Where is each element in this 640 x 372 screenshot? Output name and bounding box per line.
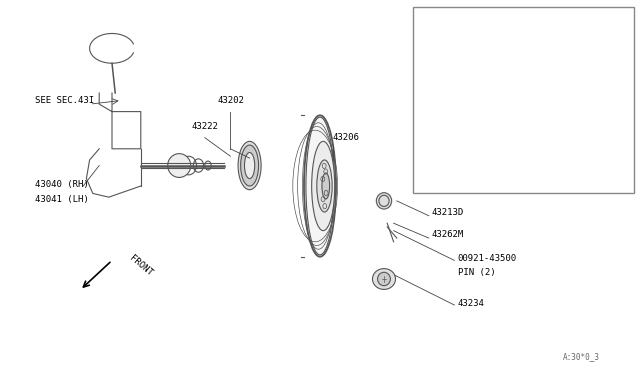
Text: 43207: 43207 [419, 92, 446, 101]
Ellipse shape [312, 141, 335, 231]
Text: 43213D: 43213D [432, 208, 464, 217]
Text: 43040 (RH): 43040 (RH) [35, 180, 89, 189]
Ellipse shape [517, 94, 530, 129]
Text: 43262M: 43262M [432, 230, 464, 239]
Ellipse shape [376, 193, 392, 209]
Bar [413, 7, 634, 193]
Ellipse shape [520, 101, 528, 122]
Text: 43206: 43206 [333, 133, 360, 142]
Ellipse shape [500, 63, 536, 160]
Ellipse shape [372, 269, 396, 289]
Text: 00921-43500: 00921-43500 [458, 254, 516, 263]
Text: A:30*0_3: A:30*0_3 [563, 353, 600, 362]
Text: 43202: 43202 [218, 96, 244, 105]
Ellipse shape [522, 104, 527, 119]
Ellipse shape [506, 69, 536, 154]
Ellipse shape [238, 141, 261, 190]
Ellipse shape [304, 115, 336, 257]
Ellipse shape [244, 153, 255, 179]
Text: 43234: 43234 [458, 299, 484, 308]
Ellipse shape [378, 272, 390, 286]
Text: 43041 (LH): 43041 (LH) [35, 195, 89, 203]
Ellipse shape [322, 173, 330, 199]
Text: FRONT: FRONT [128, 254, 154, 278]
Ellipse shape [317, 160, 332, 212]
Text: PIN (2): PIN (2) [458, 268, 495, 277]
Text: DISK BRAKE REAR: DISK BRAKE REAR [419, 10, 500, 19]
Text: 43222: 43222 [192, 122, 219, 131]
Text: SEE SEC.43I: SEE SEC.43I [35, 96, 94, 105]
Ellipse shape [241, 145, 259, 186]
Ellipse shape [511, 80, 534, 143]
Ellipse shape [168, 154, 191, 177]
